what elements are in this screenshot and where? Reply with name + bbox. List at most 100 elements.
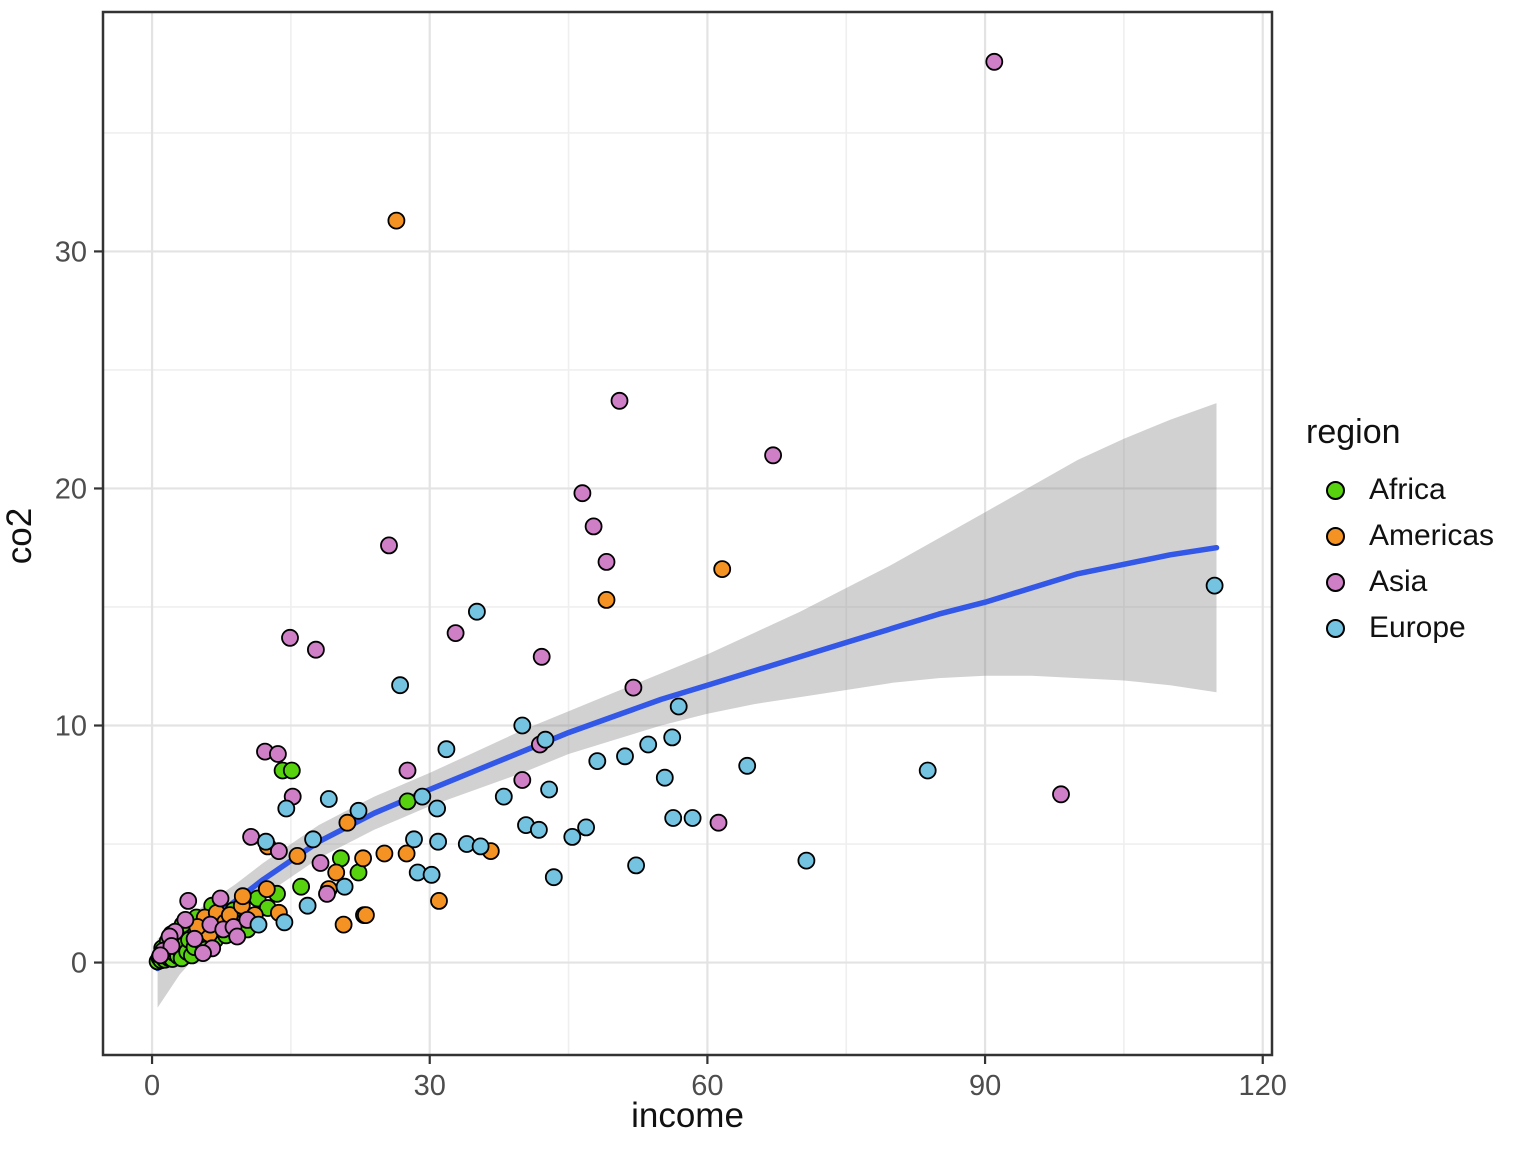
data-point: [282, 761, 301, 780]
data-point: [428, 799, 447, 818]
data-point: [356, 906, 375, 924]
x-tick-label: 0: [144, 1070, 160, 1102]
legend-key-dot: [1326, 480, 1345, 500]
x-axis-tick-labels: 0 30 60 90 120: [144, 1070, 1287, 1102]
data-point: [616, 747, 634, 766]
data-point: [573, 484, 592, 503]
data-point: [664, 809, 683, 827]
data-point: [268, 745, 287, 763]
data-point: [985, 52, 1004, 71]
data-point: [375, 844, 394, 863]
smooth-line: [154, 544, 1220, 972]
x-axis-ticks: [150, 1055, 1264, 1064]
x-tick-label: 90: [969, 1070, 1001, 1102]
y-axis-tick-labels: 0 10 20 30: [55, 236, 87, 979]
legend-label: Asia: [1369, 565, 1428, 598]
data-point: [532, 647, 551, 666]
data-point: [540, 780, 558, 799]
data-point: [311, 854, 330, 872]
data-point: [334, 915, 353, 934]
data-point: [387, 211, 406, 230]
data-point: [338, 813, 357, 832]
data-point: [467, 602, 486, 621]
panel-border-rect: [101, 10, 1274, 1057]
data-point: [513, 771, 532, 789]
data-point: [530, 820, 548, 839]
data-point: [380, 536, 398, 555]
data-point: [335, 877, 354, 896]
data-point: [151, 946, 170, 965]
data-point: [249, 915, 268, 934]
legend-label: Europe: [1369, 611, 1466, 644]
data-point: [319, 790, 338, 808]
x-tick-label: 30: [414, 1070, 446, 1102]
data-point: [430, 892, 448, 910]
data-point: [627, 856, 645, 875]
points-layer: [148, 52, 1224, 971]
data-point: [298, 896, 317, 915]
data-point: [275, 913, 294, 932]
data-point: [349, 801, 368, 820]
smooth-curve: [154, 544, 1220, 972]
data-point: [1205, 576, 1224, 595]
data-point: [918, 761, 937, 780]
data-point: [610, 391, 629, 410]
data-point: [269, 842, 288, 860]
legend-key-dot: [1326, 526, 1345, 546]
data-point: [398, 761, 417, 780]
y-tick-label: 30: [55, 236, 87, 268]
data-point: [597, 591, 616, 609]
data-point: [211, 889, 230, 908]
legend-item-americas: Americas: [1306, 513, 1494, 559]
data-point: [398, 792, 417, 811]
data-point: [162, 937, 181, 955]
data-point: [624, 678, 643, 697]
data-point: [437, 740, 456, 759]
x-tick-label: 120: [1239, 1070, 1287, 1102]
data-point: [397, 844, 416, 863]
data-point: [256, 832, 275, 851]
data-point: [429, 832, 448, 851]
legend-title: region: [1306, 413, 1401, 451]
x-tick-label: 60: [691, 1070, 723, 1102]
data-point: [318, 884, 336, 903]
data-point: [713, 560, 732, 578]
legend-key-dot: [1326, 618, 1345, 638]
data-point: [709, 813, 728, 832]
data-point: [663, 728, 682, 747]
data-point: [306, 640, 325, 659]
data-point: [179, 892, 198, 910]
legend-item-asia: Asia: [1306, 559, 1494, 605]
data-point: [446, 624, 465, 642]
legend-item-europe: Europe: [1306, 605, 1494, 651]
data-point: [588, 752, 607, 770]
y-axis-ticks: [94, 250, 103, 964]
x-axis-title: income: [631, 1096, 744, 1135]
data-point: [281, 628, 299, 647]
series-asia: [151, 52, 1070, 965]
grid-minor: [103, 12, 1272, 1055]
data-point: [304, 830, 323, 849]
data-point: [764, 446, 782, 465]
y-tick-label: 0: [71, 948, 87, 980]
data-point: [354, 849, 373, 868]
data-point: [655, 768, 674, 787]
data-point: [494, 787, 513, 806]
data-point: [242, 828, 261, 846]
data-point: [738, 756, 757, 775]
data-point: [797, 851, 816, 870]
data-point: [471, 837, 490, 856]
data-point: [228, 927, 247, 946]
y-axis-title: co2: [0, 507, 39, 565]
data-point: [176, 911, 195, 929]
legend-key-dot: [1326, 572, 1345, 592]
data-point: [563, 828, 582, 846]
data-point: [1052, 785, 1070, 804]
data-point: [683, 809, 702, 827]
panel-border: [101, 10, 1274, 1057]
data-point: [422, 865, 441, 884]
data-point: [669, 697, 688, 716]
data-point: [233, 887, 252, 906]
legend-label: Africa: [1369, 473, 1446, 506]
